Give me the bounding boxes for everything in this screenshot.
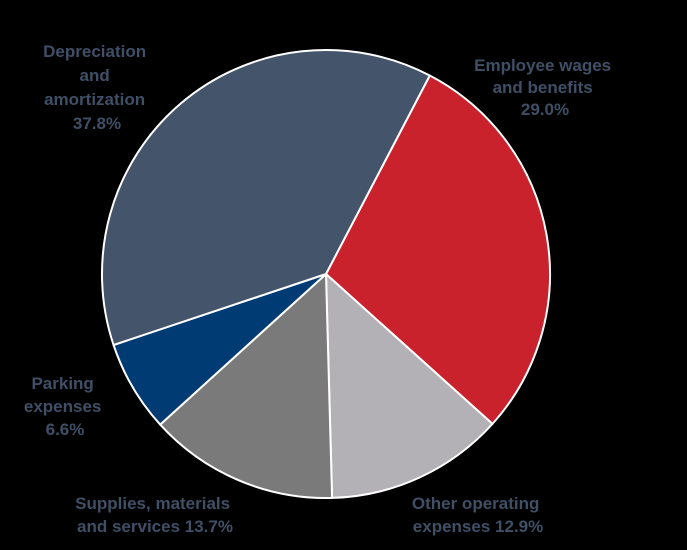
- slice-label-supplies: Supplies, materials and services 13.7%: [75, 494, 235, 536]
- pie-slice-depreciation-and-amortization: [101, 49, 431, 346]
- pie-slice-supplies-materials-and-services: [159, 273, 334, 499]
- slice-label-employee-wages: Employee wages and benefits 29.0%: [474, 56, 616, 119]
- pie-slice-employee-wages-and-benefits: [325, 74, 551, 425]
- slice-labels: Employee wages and benefits 29.0% Other …: [24, 42, 616, 536]
- slice-label-parking: Parking expenses 6.6%: [24, 374, 106, 439]
- slice-label-other-operating: Other operating expenses 12.9%: [412, 494, 544, 536]
- slice-label-depreciation: Depreciation and amortization 37.8%: [43, 42, 151, 133]
- pie-slice-other-operating-expenses: [325, 273, 494, 499]
- pie-slices: [101, 49, 551, 499]
